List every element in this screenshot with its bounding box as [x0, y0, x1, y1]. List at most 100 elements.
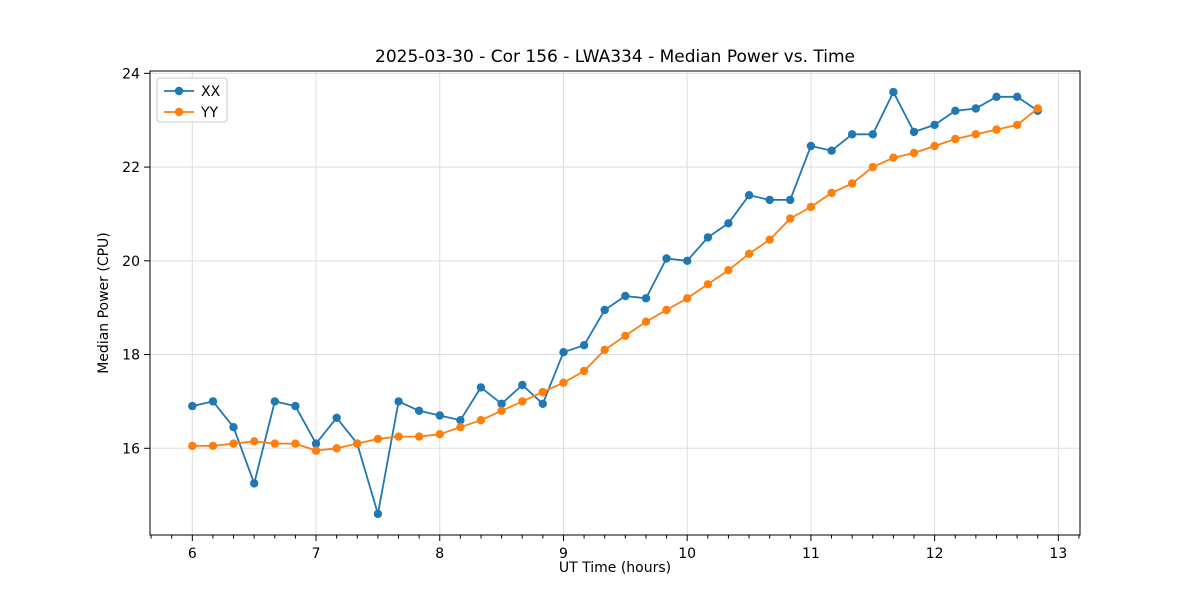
chart-title: 2025-03-30 - Cor 156 - LWA334 - Median P… — [375, 47, 855, 67]
y-tick-label: 22 — [122, 160, 140, 176]
data-point-XX — [579, 341, 589, 350]
data-point-XX — [889, 87, 898, 97]
legend-entry-XX: XX — [164, 84, 221, 100]
data-point-XX — [600, 305, 609, 315]
data-point-XX — [250, 479, 259, 488]
data-point-XX — [270, 397, 279, 406]
data-point-YY — [600, 345, 609, 355]
data-point-YY — [353, 439, 362, 448]
data-point-YY — [1033, 104, 1042, 113]
x-tick-label: 13 — [1049, 546, 1067, 562]
data-point-XX — [951, 106, 960, 116]
legend-label-YY: YY — [200, 105, 219, 121]
data-point-XX — [1013, 92, 1022, 102]
data-point-XX — [332, 413, 341, 422]
legend-entry-YY: YY — [164, 105, 219, 121]
x-minor-ticks — [150, 535, 1080, 539]
data-point-YY — [270, 439, 279, 448]
y-tick-label: 16 — [122, 441, 140, 457]
data-point-YY — [497, 406, 506, 415]
x-tick-label: 7 — [312, 546, 321, 562]
data-point-XX — [559, 348, 568, 357]
series-markers-YY — [188, 104, 1042, 455]
data-point-XX — [868, 130, 877, 139]
data-point-YY — [559, 378, 568, 387]
data-point-XX — [806, 141, 816, 151]
data-point-YY — [394, 432, 403, 441]
x-tick-label: 12 — [926, 546, 944, 562]
data-point-XX — [765, 195, 774, 205]
data-point-YY — [951, 134, 960, 144]
data-point-XX — [703, 233, 713, 242]
data-point-YY — [744, 249, 754, 258]
data-point-YY — [373, 434, 383, 444]
legend: XX YY — [156, 77, 228, 123]
y-axis: 16 18 20 22 24 — [122, 66, 150, 457]
data-point-XX — [909, 127, 919, 137]
data-point-YY — [765, 235, 774, 244]
x-tick-label: 8 — [435, 546, 444, 562]
data-point-XX — [208, 397, 218, 406]
data-point-YY — [868, 162, 877, 172]
data-point-YY — [641, 317, 651, 326]
data-point-YY — [229, 439, 238, 448]
data-point-YY — [930, 141, 939, 151]
data-point-XX — [930, 120, 939, 130]
data-point-YY — [435, 430, 444, 439]
data-point-YY — [208, 441, 218, 451]
data-point-XX — [497, 399, 506, 408]
data-point-XX — [456, 416, 465, 425]
data-point-XX — [373, 509, 383, 519]
data-point-XX — [641, 294, 651, 303]
data-point-XX — [992, 92, 1001, 102]
data-point-XX — [538, 399, 547, 408]
data-point-YY — [1013, 120, 1022, 130]
data-point-XX — [394, 397, 403, 406]
x-axis-label: UT Time (hours) — [558, 560, 672, 576]
data-point-YY — [971, 130, 980, 139]
data-point-XX — [786, 195, 795, 205]
data-point-XX — [188, 401, 197, 411]
data-point-XX — [724, 219, 733, 228]
data-point-XX — [414, 406, 424, 415]
data-point-YY — [889, 153, 898, 162]
legend-label-XX: XX — [201, 84, 221, 100]
legend-marker-YY — [174, 107, 184, 117]
data-point-YY — [291, 439, 300, 448]
data-point-YY — [724, 266, 733, 275]
x-tick-label: 6 — [188, 546, 197, 562]
data-point-YY — [621, 331, 630, 340]
y-tick-label: 24 — [122, 66, 140, 82]
data-point-YY — [414, 432, 424, 441]
series-line-XX — [192, 91, 1039, 515]
series-line-YY — [192, 107, 1039, 452]
x-axis: 6 7 8 9 10 11 12 13 — [188, 535, 1067, 562]
data-point-XX — [518, 380, 527, 390]
data-point-XX — [435, 411, 444, 420]
x-tick-label: 9 — [559, 546, 568, 562]
data-point-YY — [909, 148, 919, 158]
data-point-YY — [250, 437, 259, 446]
series-YY — [188, 104, 1042, 455]
data-point-YY — [332, 444, 341, 453]
data-point-YY — [476, 416, 486, 425]
y-tick-label: 20 — [122, 254, 140, 270]
data-point-YY — [518, 397, 527, 406]
y-axis-label: Median Power (CPU) — [96, 232, 112, 374]
x-tick-label: 11 — [802, 546, 820, 562]
data-point-YY — [311, 446, 321, 455]
y-tick-label: 18 — [122, 348, 140, 364]
data-point-YY — [786, 214, 795, 223]
plot-border — [149, 70, 1081, 536]
data-point-XX — [827, 146, 836, 155]
data-point-YY — [579, 366, 589, 376]
data-point-YY — [683, 294, 692, 303]
legend-box — [156, 77, 228, 123]
data-point-XX — [476, 383, 486, 392]
data-point-XX — [291, 401, 300, 411]
data-point-YY — [827, 188, 836, 198]
data-point-YY — [992, 125, 1001, 134]
data-point-YY — [662, 305, 671, 315]
